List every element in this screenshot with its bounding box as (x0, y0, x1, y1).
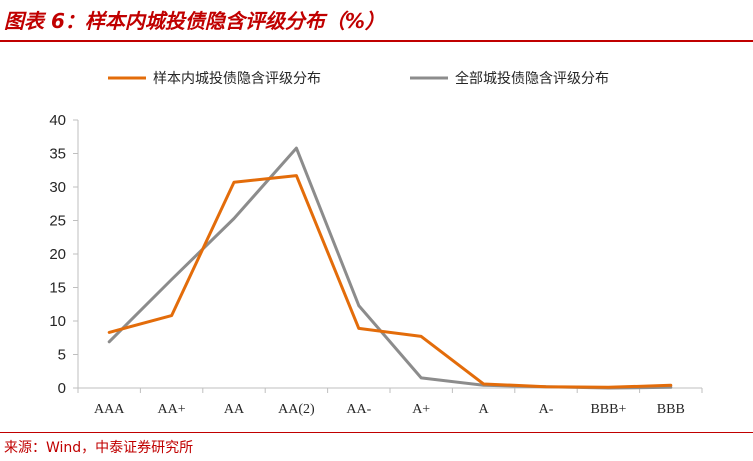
y-tick-label: 20 (49, 246, 66, 263)
line-chart: 样本内城投债隐含评级分布 全部城投债隐含评级分布 0 5 10 15 20 25 30 35 4… (49, 70, 703, 417)
y-tick-label: 15 (49, 280, 66, 297)
legend-label-all: 全部城投债隐含评级分布 (455, 70, 609, 87)
x-tick-label: BBB+ (590, 402, 626, 417)
x-tick-label: A (479, 402, 490, 417)
x-tick-label: AAA (94, 402, 125, 417)
y-tick-label: 35 (49, 146, 66, 163)
chart-series (107, 146, 673, 390)
x-tick-label: AA- (346, 402, 371, 417)
y-tick-label: 10 (49, 313, 66, 330)
x-tick-label: AA+ (158, 402, 186, 417)
x-tick-label: AA (224, 402, 245, 417)
y-tick-label: 25 (49, 213, 66, 230)
x-tick-label: AA(2) (278, 402, 315, 417)
title-rule (0, 40, 753, 42)
figure-title: 图表 6：样本内城投债隐含评级分布（%） (4, 9, 385, 33)
series-line-sample (107, 174, 673, 389)
y-tick-label: 0 (58, 380, 66, 397)
figure-source: 来源：Wind，中泰证券研究所 (4, 440, 194, 456)
x-tick-label: BBB (657, 402, 685, 417)
x-tick-label: A- (539, 402, 554, 417)
source-rule (0, 432, 753, 433)
chart-legend: 样本内城投债隐含评级分布 全部城投债隐含评级分布 (108, 70, 609, 87)
legend-label-sample: 样本内城投债隐含评级分布 (153, 71, 321, 87)
y-tick-label: 40 (49, 112, 66, 129)
y-tick-label: 5 (58, 347, 66, 364)
x-tick-label: A+ (412, 402, 430, 417)
y-tick-label: 30 (49, 179, 66, 196)
